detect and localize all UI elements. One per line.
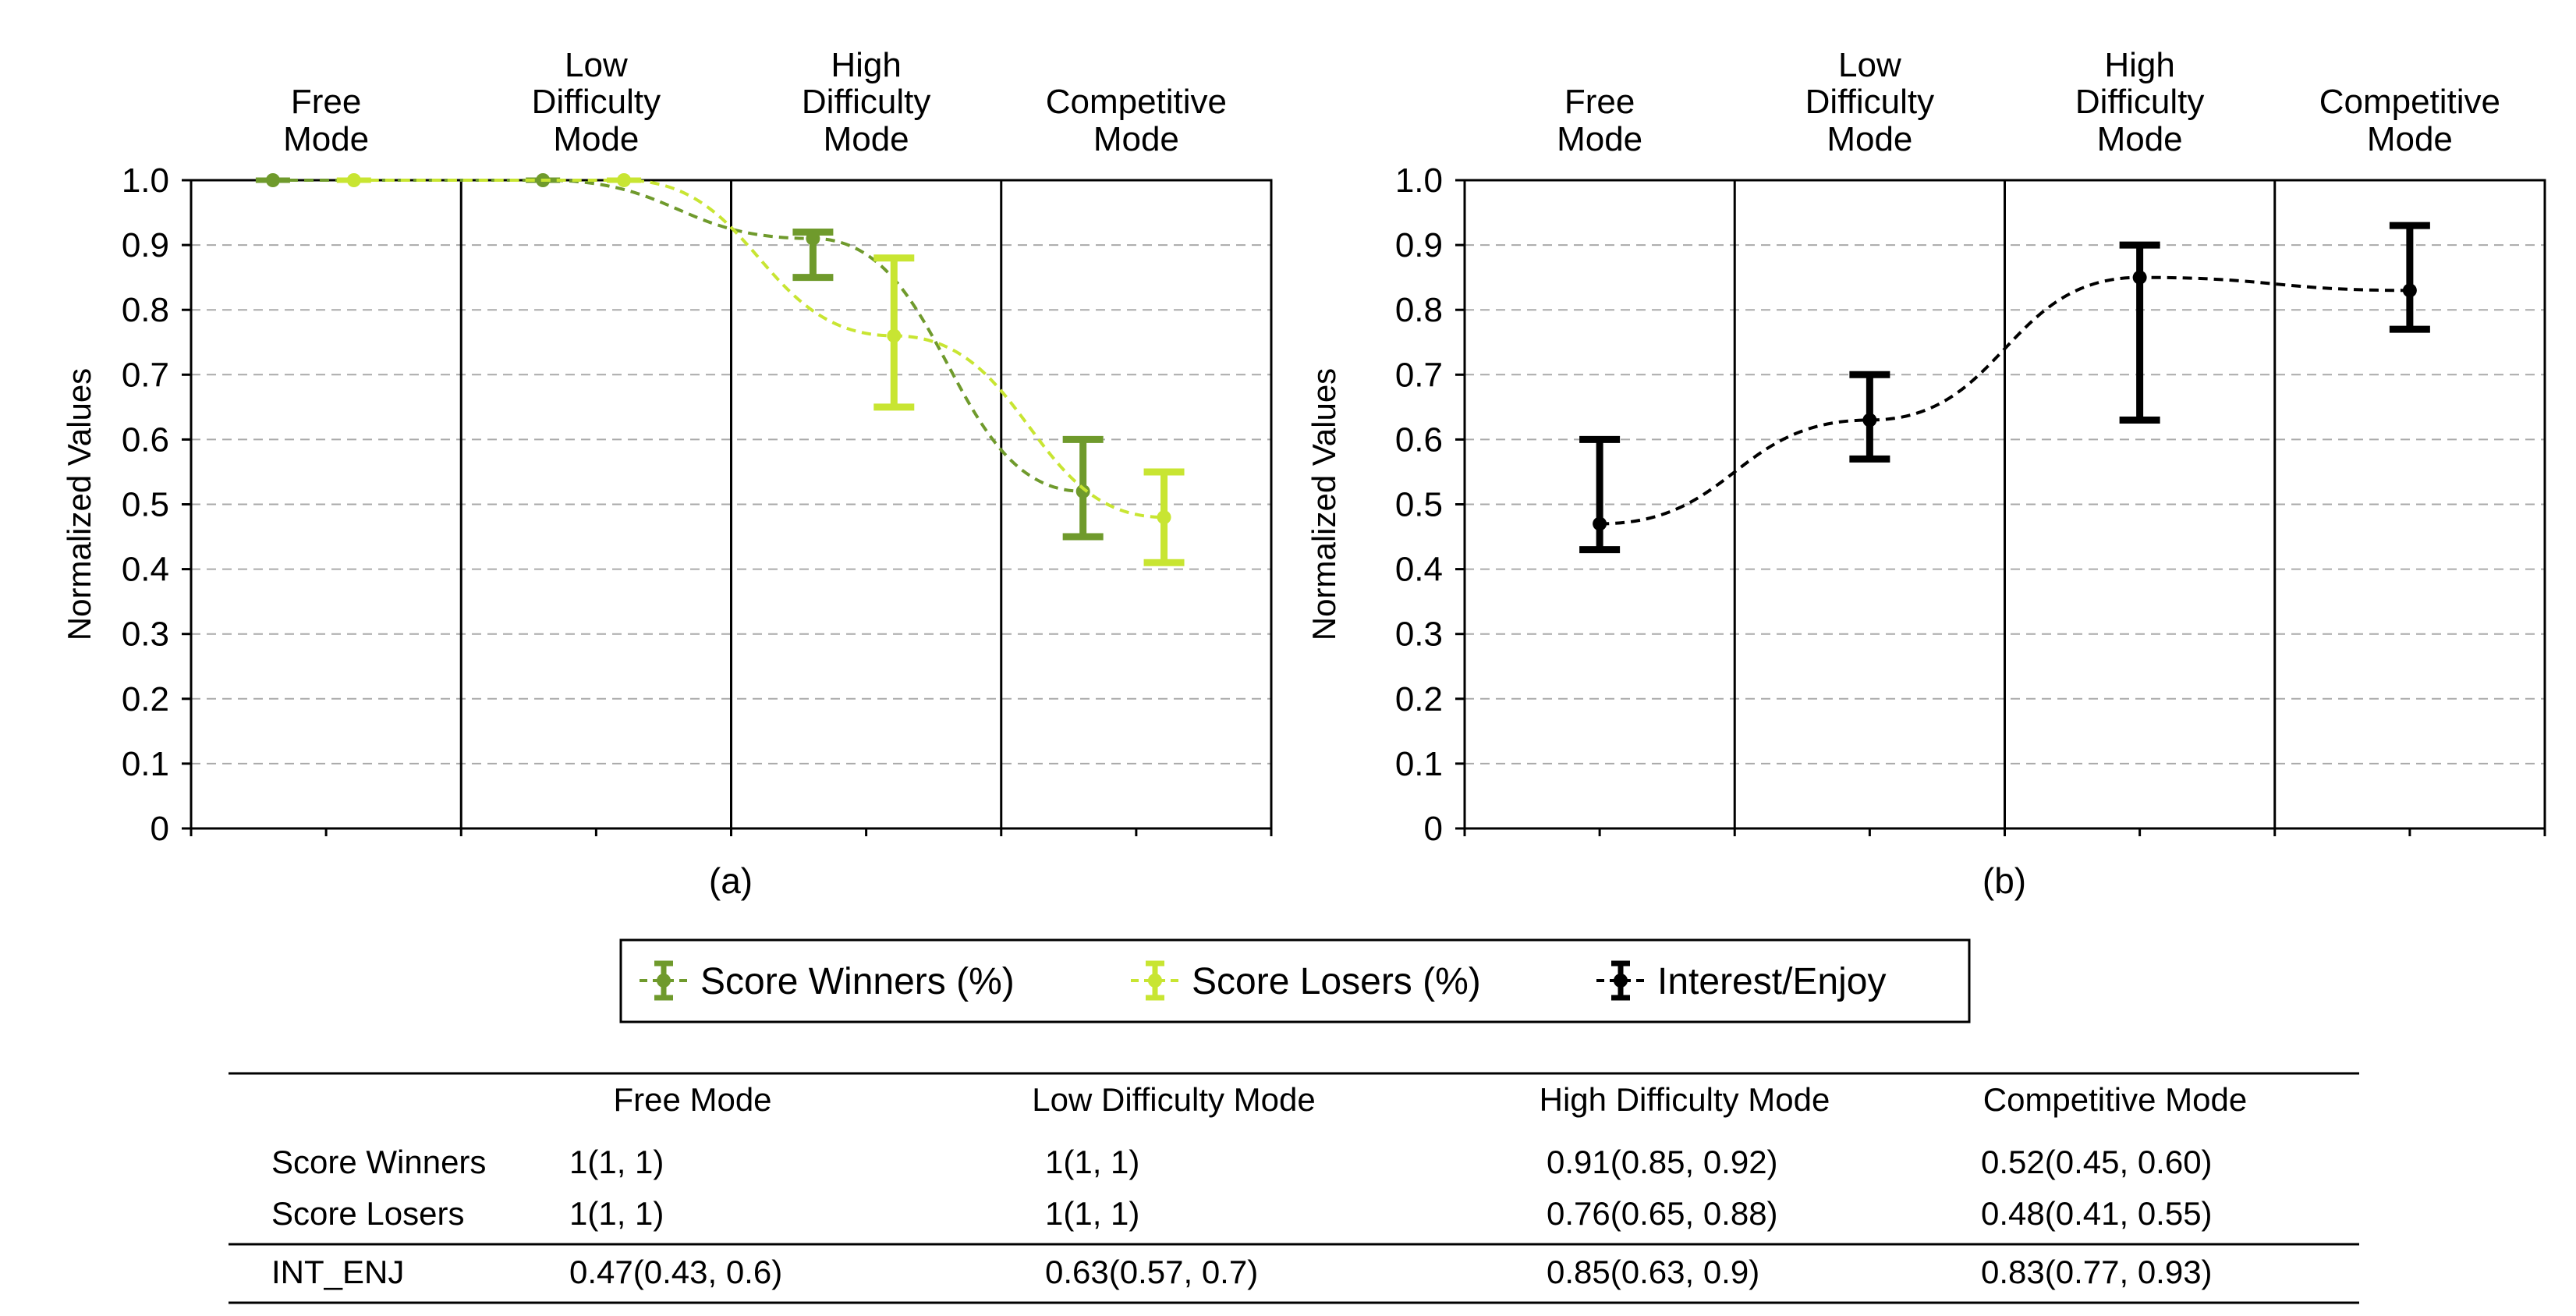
category-title-line: Mode: [824, 120, 909, 158]
category-title-line: Mode: [1093, 120, 1179, 158]
table-cell: 1(1, 1): [1045, 1144, 1139, 1180]
legend-label: Score Winners (%): [700, 961, 1015, 1002]
panel-label: (b): [1982, 860, 2026, 901]
series-line-score-losers-: [353, 178, 1164, 520]
y-tick-label: 1.0: [122, 161, 169, 200]
category-title-line: High: [2104, 46, 2175, 84]
y-tick-label: 0.3: [1395, 615, 1443, 654]
legend-swatch-dot: [1148, 974, 1162, 988]
data-point: [2132, 270, 2147, 285]
table-row-label: INT_ENJ: [271, 1254, 404, 1290]
plot-area-border: [1463, 179, 2546, 830]
panel-label: (a): [709, 860, 753, 901]
table-row-label: Score Losers: [271, 1195, 464, 1232]
category-title-line: Free: [1564, 83, 1635, 121]
y-tick-label: 0.1: [1395, 745, 1443, 783]
category-title-line: Mode: [2097, 120, 2183, 158]
category-title-line: Difficulty: [802, 83, 930, 121]
data-point: [806, 231, 820, 246]
table-cell: 0.47(0.43, 0.6): [569, 1254, 782, 1290]
y-tick-label: 0.6: [1395, 420, 1443, 459]
category-title-line: Competitive: [1046, 83, 1227, 121]
y-tick-label: 0.8: [1395, 291, 1443, 329]
category-title-line: Difficulty: [1805, 83, 1934, 121]
y-tick-label: 0.6: [122, 420, 169, 459]
table-cell: 0.52(0.45, 0.60): [1981, 1144, 2213, 1180]
chart-legend: Score Winners (%) Score Losers (%) Interes…: [619, 938, 1971, 1023]
table-cell: 1(1, 1): [569, 1144, 664, 1180]
y-axis-label: Normalized Values: [61, 368, 97, 640]
category-title-line: High: [831, 46, 902, 84]
table-header: Competitive Mode: [1983, 1081, 2247, 1118]
y-tick-label: 0.5: [1395, 486, 1443, 524]
y-tick-label: 0.7: [1395, 356, 1443, 394]
y-tick-label: 0: [151, 810, 169, 848]
y-tick-label: 0.4: [122, 551, 169, 589]
chart-panel-a: 0 0.1 0.2 0.3 0.4 0.5 0.6 0.7 0.8 0.9 1.0 Normalize…: [61, 46, 1273, 901]
table-header: High Difficulty Mode: [1540, 1081, 1830, 1118]
data-table: Free Mode Low Difficulty Mode High Difficu…: [229, 1072, 2359, 1304]
legend-swatch-dot: [657, 974, 671, 988]
y-axis-label: Normalized Values: [1306, 368, 1342, 640]
table-cell: 0.83(0.77, 0.93): [1981, 1254, 2213, 1290]
table-cell: 0.76(0.65, 0.88): [1547, 1195, 1778, 1232]
y-tick-label: 0.2: [1395, 680, 1443, 718]
y-tick-label: 0.1: [122, 745, 169, 783]
category-title-line: Low: [1838, 46, 1901, 84]
data-point: [1075, 484, 1090, 498]
category-title-line: Mode: [1827, 120, 1912, 158]
table-cell: 1(1, 1): [1045, 1195, 1139, 1232]
table-cell: 1(1, 1): [569, 1195, 664, 1232]
y-tick-label: 0.3: [122, 615, 169, 654]
y-tick-label: 0: [1424, 810, 1443, 848]
category-title-line: Difficulty: [532, 83, 661, 121]
table-cell: 0.91(0.85, 0.92): [1547, 1144, 1778, 1180]
data-point: [2402, 283, 2417, 298]
data-point: [1593, 516, 1607, 531]
y-tick-label: 0.9: [1395, 226, 1443, 264]
y-tick-label: 0.7: [122, 356, 169, 394]
category-title-line: Difficulty: [2075, 83, 2204, 121]
category-title-line: Mode: [553, 120, 639, 158]
table-row-label: Score Winners: [271, 1144, 486, 1180]
legend-label: Interest/Enjoy: [1657, 961, 1886, 1002]
table-header: Free Mode: [613, 1081, 771, 1118]
legend-swatch-dot: [1614, 974, 1628, 988]
y-tick-label: 0.4: [1395, 551, 1443, 589]
category-title-line: Mode: [283, 120, 369, 158]
y-tick-label: 1.0: [1395, 161, 1443, 200]
y-tick-label: 0.9: [122, 226, 169, 264]
category-title-line: Low: [565, 46, 628, 84]
data-point: [1157, 510, 1171, 525]
category-title-line: Mode: [1557, 120, 1642, 158]
legend-label: Score Losers (%): [1192, 961, 1481, 1002]
y-tick-label: 0.5: [122, 486, 169, 524]
legend-box: [619, 938, 1971, 1023]
category-title-line: Mode: [2367, 120, 2453, 158]
y-tick-label: 0.8: [122, 291, 169, 329]
table-cell: 0.85(0.63, 0.9): [1547, 1254, 1759, 1290]
chart-panel-b: 0 0.1 0.2 0.3 0.4 0.5 0.6 0.7 0.8 0.9 1.0 Normalize…: [1306, 46, 2546, 901]
series-line-interest-enjoy: [1600, 275, 2410, 526]
series-line-score-winners-: [272, 178, 1083, 493]
data-point: [1862, 413, 1877, 427]
table-cell: 0.48(0.41, 0.55): [1981, 1195, 2213, 1232]
plot-area-border: [190, 179, 1273, 830]
y-tick-label: 0.2: [122, 680, 169, 718]
category-title-line: Competitive: [2319, 83, 2500, 121]
category-title-line: Free: [291, 83, 361, 121]
table-header: Low Difficulty Mode: [1032, 1081, 1315, 1118]
table-cell: 0.63(0.57, 0.7): [1045, 1254, 1258, 1290]
data-point: [887, 328, 902, 343]
